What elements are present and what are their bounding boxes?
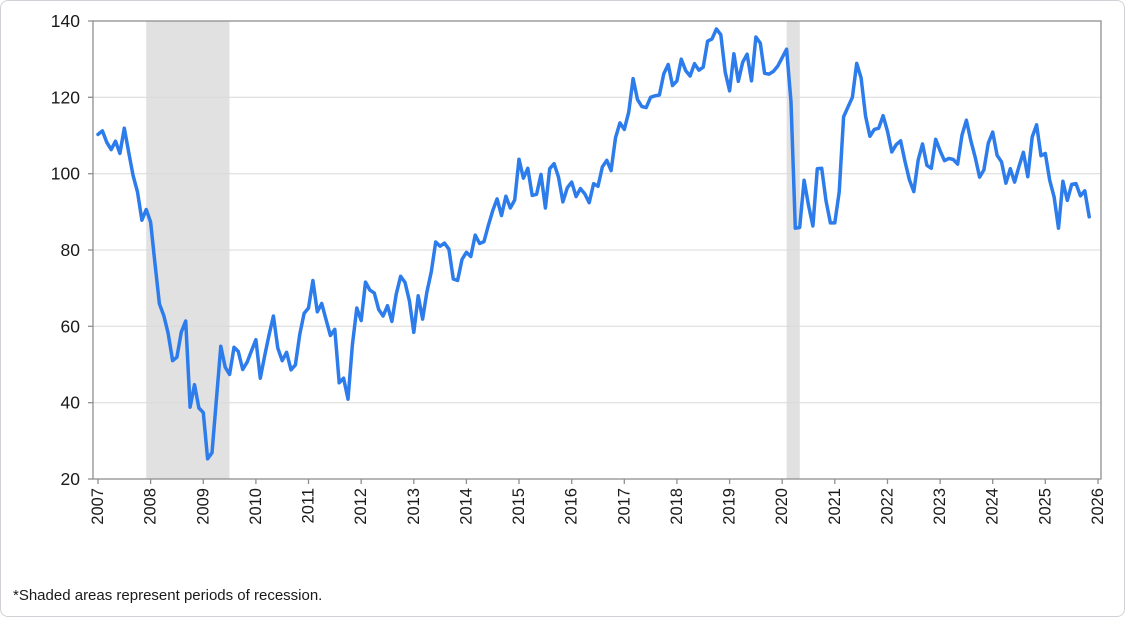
x-tick-label: 2025 <box>1036 488 1054 525</box>
y-tick-label: 80 <box>61 240 81 260</box>
x-tick-label: 2014 <box>457 488 475 525</box>
footnote-recession-note: *Shaded areas represent periods of reces… <box>13 587 323 604</box>
y-tick-label: 140 <box>51 11 80 31</box>
y-tick-label: 20 <box>61 469 81 489</box>
x-tick-label: 2010 <box>247 488 265 525</box>
confidence-index-line <box>96 27 1091 461</box>
x-tick-label: 2023 <box>931 488 949 525</box>
x-tick-label: 2020 <box>773 488 791 525</box>
x-tick-label: 2018 <box>668 488 686 525</box>
x-tick-label: 2022 <box>879 488 897 525</box>
y-tick-label: 100 <box>51 164 80 184</box>
x-tick-label: 2013 <box>405 488 423 525</box>
x-tick-label: 2019 <box>721 488 739 525</box>
x-tick-label: 2007 <box>89 488 107 525</box>
x-tick-label: 2015 <box>510 488 528 525</box>
chart-footnotes: *Shaded areas represent periods of reces… <box>13 548 349 616</box>
y-tick-label: 120 <box>51 87 80 107</box>
x-tick-label: 2024 <box>984 488 1002 525</box>
x-tick-label: 2021 <box>826 488 844 525</box>
x-tick-label: 2009 <box>194 488 212 525</box>
y-tick-label: 40 <box>61 393 81 413</box>
x-tick-label: 2012 <box>352 488 370 525</box>
x-tick-label: 2017 <box>615 488 633 525</box>
x-tick-label: 2026 <box>1089 488 1107 525</box>
x-tick-label: 2016 <box>563 488 581 525</box>
y-tick-label: 60 <box>61 316 81 336</box>
x-tick-label: 2008 <box>142 488 160 525</box>
x-tick-label: 2011 <box>300 488 318 523</box>
